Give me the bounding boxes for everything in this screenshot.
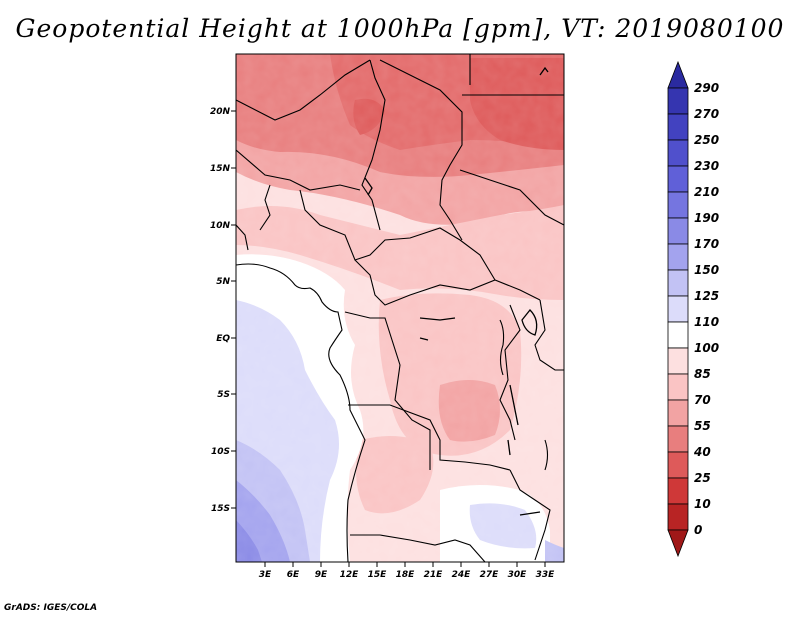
legend-swatch — [667, 295, 689, 323]
legend-label: 40 — [693, 445, 711, 459]
lat-tick: 5N — [216, 277, 236, 287]
legend-swatch — [667, 191, 689, 219]
lakes — [364, 66, 549, 516]
legend-swatch — [667, 139, 689, 167]
legend-label: 250 — [694, 133, 719, 147]
lat-tick: 20N — [210, 107, 236, 117]
svg-text:24E: 24E — [452, 570, 472, 580]
svg-text:18E: 18E — [396, 570, 416, 580]
legend-cap-bottom — [667, 529, 689, 558]
svg-text:33E: 33E — [536, 570, 556, 580]
latitude-axis: 20N 15N 10N 5N EQ 5S 10S 15S — [210, 107, 236, 514]
legend-cap-top — [667, 60, 689, 89]
lat-tick: EQ — [216, 334, 236, 344]
lon-tick: 15E — [368, 562, 388, 580]
lon-tick: 9E — [315, 562, 328, 580]
svg-text:21E: 21E — [424, 570, 444, 580]
longitude-axis: 3E 6E 9E 12E 15E 18E 21E 24E 27E 30E 33E — [259, 562, 555, 580]
lat-tick: 15N — [210, 164, 236, 174]
legend-label: 55 — [694, 419, 711, 433]
lon-tick: 3E — [259, 562, 272, 580]
svg-text:30E: 30E — [508, 570, 528, 580]
svg-text:EQ: EQ — [216, 334, 230, 344]
grads-credit: GrADS: IGES/COLA — [4, 603, 98, 613]
svg-text:15E: 15E — [368, 570, 388, 580]
lon-tick: 18E — [396, 562, 416, 580]
lat-tick: 10S — [211, 447, 236, 457]
legend-swatch — [667, 425, 689, 453]
svg-text:27E: 27E — [480, 570, 500, 580]
legend-label: 10 — [694, 497, 711, 511]
map-frame — [235, 53, 565, 563]
color-legend: 2902702502302101901701501251101008570554… — [667, 60, 719, 558]
legend-swatch — [667, 165, 689, 193]
lat-tick: 15S — [211, 504, 236, 514]
legend-swatch — [667, 399, 689, 427]
legend-swatch — [667, 373, 689, 401]
legend-label: 100 — [694, 341, 719, 355]
geopotential-field — [236, 54, 564, 562]
legend-label: 25 — [694, 471, 711, 485]
svg-text:9E: 9E — [315, 570, 328, 580]
lon-tick: 27E — [480, 562, 500, 580]
svg-text:15S: 15S — [211, 504, 230, 514]
legend-label: 210 — [694, 185, 719, 199]
legend-swatch — [667, 451, 689, 479]
lon-tick: 33E — [536, 562, 556, 580]
legend-swatch — [667, 503, 689, 531]
svg-text:6E: 6E — [287, 570, 300, 580]
legend-swatch — [667, 243, 689, 271]
svg-text:3E: 3E — [259, 570, 272, 580]
legend-swatch — [667, 87, 689, 115]
legend-label: 230 — [694, 159, 719, 173]
legend-label: 0 — [694, 523, 702, 537]
legend-swatch — [667, 321, 689, 349]
legend-label: 125 — [694, 289, 719, 303]
svg-text:12E: 12E — [340, 570, 360, 580]
lon-tick: 30E — [508, 562, 528, 580]
lon-tick: 12E — [340, 562, 360, 580]
svg-text:10N: 10N — [210, 221, 231, 231]
legend-swatch — [667, 113, 689, 141]
legend-label: 290 — [694, 81, 719, 95]
lon-tick: 6E — [287, 562, 300, 580]
legend-swatch — [667, 347, 689, 375]
chart-title: Geopotential Height at 1000hPa [gpm], VT… — [15, 14, 785, 43]
svg-text:5N: 5N — [216, 277, 230, 287]
legend-swatch — [667, 269, 689, 297]
lat-tick: 10N — [210, 221, 236, 231]
country-borders — [236, 54, 564, 562]
legend-label: 170 — [694, 237, 719, 251]
svg-text:10S: 10S — [211, 447, 230, 457]
legend-label: 85 — [694, 367, 711, 381]
legend-label: 190 — [694, 211, 719, 225]
svg-text:15N: 15N — [210, 164, 231, 174]
legend-label: 150 — [694, 263, 719, 277]
lon-tick: 24E — [452, 562, 472, 580]
legend-swatch — [667, 217, 689, 245]
svg-text:20N: 20N — [210, 107, 231, 117]
lon-tick: 21E — [424, 562, 444, 580]
lat-tick: 5S — [217, 390, 236, 400]
legend-label: 270 — [694, 107, 719, 121]
legend-swatch — [667, 477, 689, 505]
legend-label: 70 — [694, 393, 711, 407]
legend-label: 110 — [694, 315, 719, 329]
svg-text:5S: 5S — [217, 390, 230, 400]
